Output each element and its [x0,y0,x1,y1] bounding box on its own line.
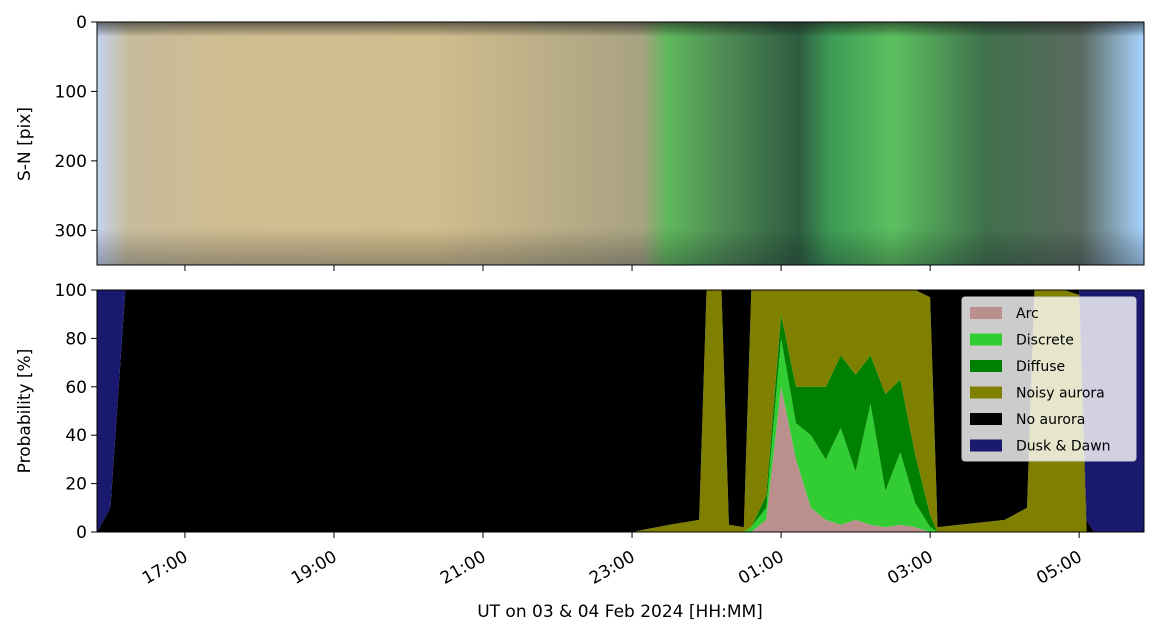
top-frame [96,21,1145,266]
legend-swatch [970,360,1002,372]
area-1 [97,338,1144,532]
legend-box [961,296,1137,462]
legend-swatch [970,307,1002,319]
x-tick-label: 05:00 [1033,547,1085,589]
legend-label: Arc [1016,306,1039,322]
legend-swatch [970,333,1002,346]
y-tick-label: 20 [65,475,87,495]
bottom-frame [96,289,1145,533]
legend-swatch [970,439,1002,452]
x-axis-label: UT on 03 & 04 Feb 2024 [HH:MM] [477,602,763,622]
x-tick-label: 01:00 [735,547,787,589]
keogram-shade [97,22,1144,265]
area-4 [97,290,1144,532]
legend-label: Diffuse [1016,359,1065,375]
y-tick-label: 200 [55,152,87,172]
x-tick-label: 03:00 [884,547,936,589]
x-tick-label: 17:00 [139,547,191,589]
y-tick-label: 60 [65,378,87,398]
legend-label: Discrete [1016,333,1074,349]
legend-label: Dusk & Dawn [1016,439,1111,455]
y-axis-label: S-N [pix] [15,107,35,181]
x-tick-label: 19:00 [288,547,340,589]
legend: Arc Discrete Diffuse Noisy aurora No aurora D… [961,296,1137,462]
legend-label: Noisy aurora [1016,386,1105,402]
legend-swatch [970,386,1002,399]
y-tick-label: 100 [55,82,87,102]
area-3 [97,290,1144,532]
y-tick-label: 40 [65,426,87,446]
x-tick-label: 23:00 [586,547,638,589]
y-tick-label: 0 [76,13,87,33]
y-axis-label: Probability [%] [15,349,35,474]
x-tick-label: 21:00 [437,547,489,589]
legend-swatch [970,413,1002,425]
y-tick-label: 0 [76,523,87,543]
y-tick-label: 80 [65,329,87,349]
legend-label: No aurora [1016,412,1085,428]
y-tick-label: 300 [55,221,87,241]
y-tick-label: 100 [55,281,87,301]
